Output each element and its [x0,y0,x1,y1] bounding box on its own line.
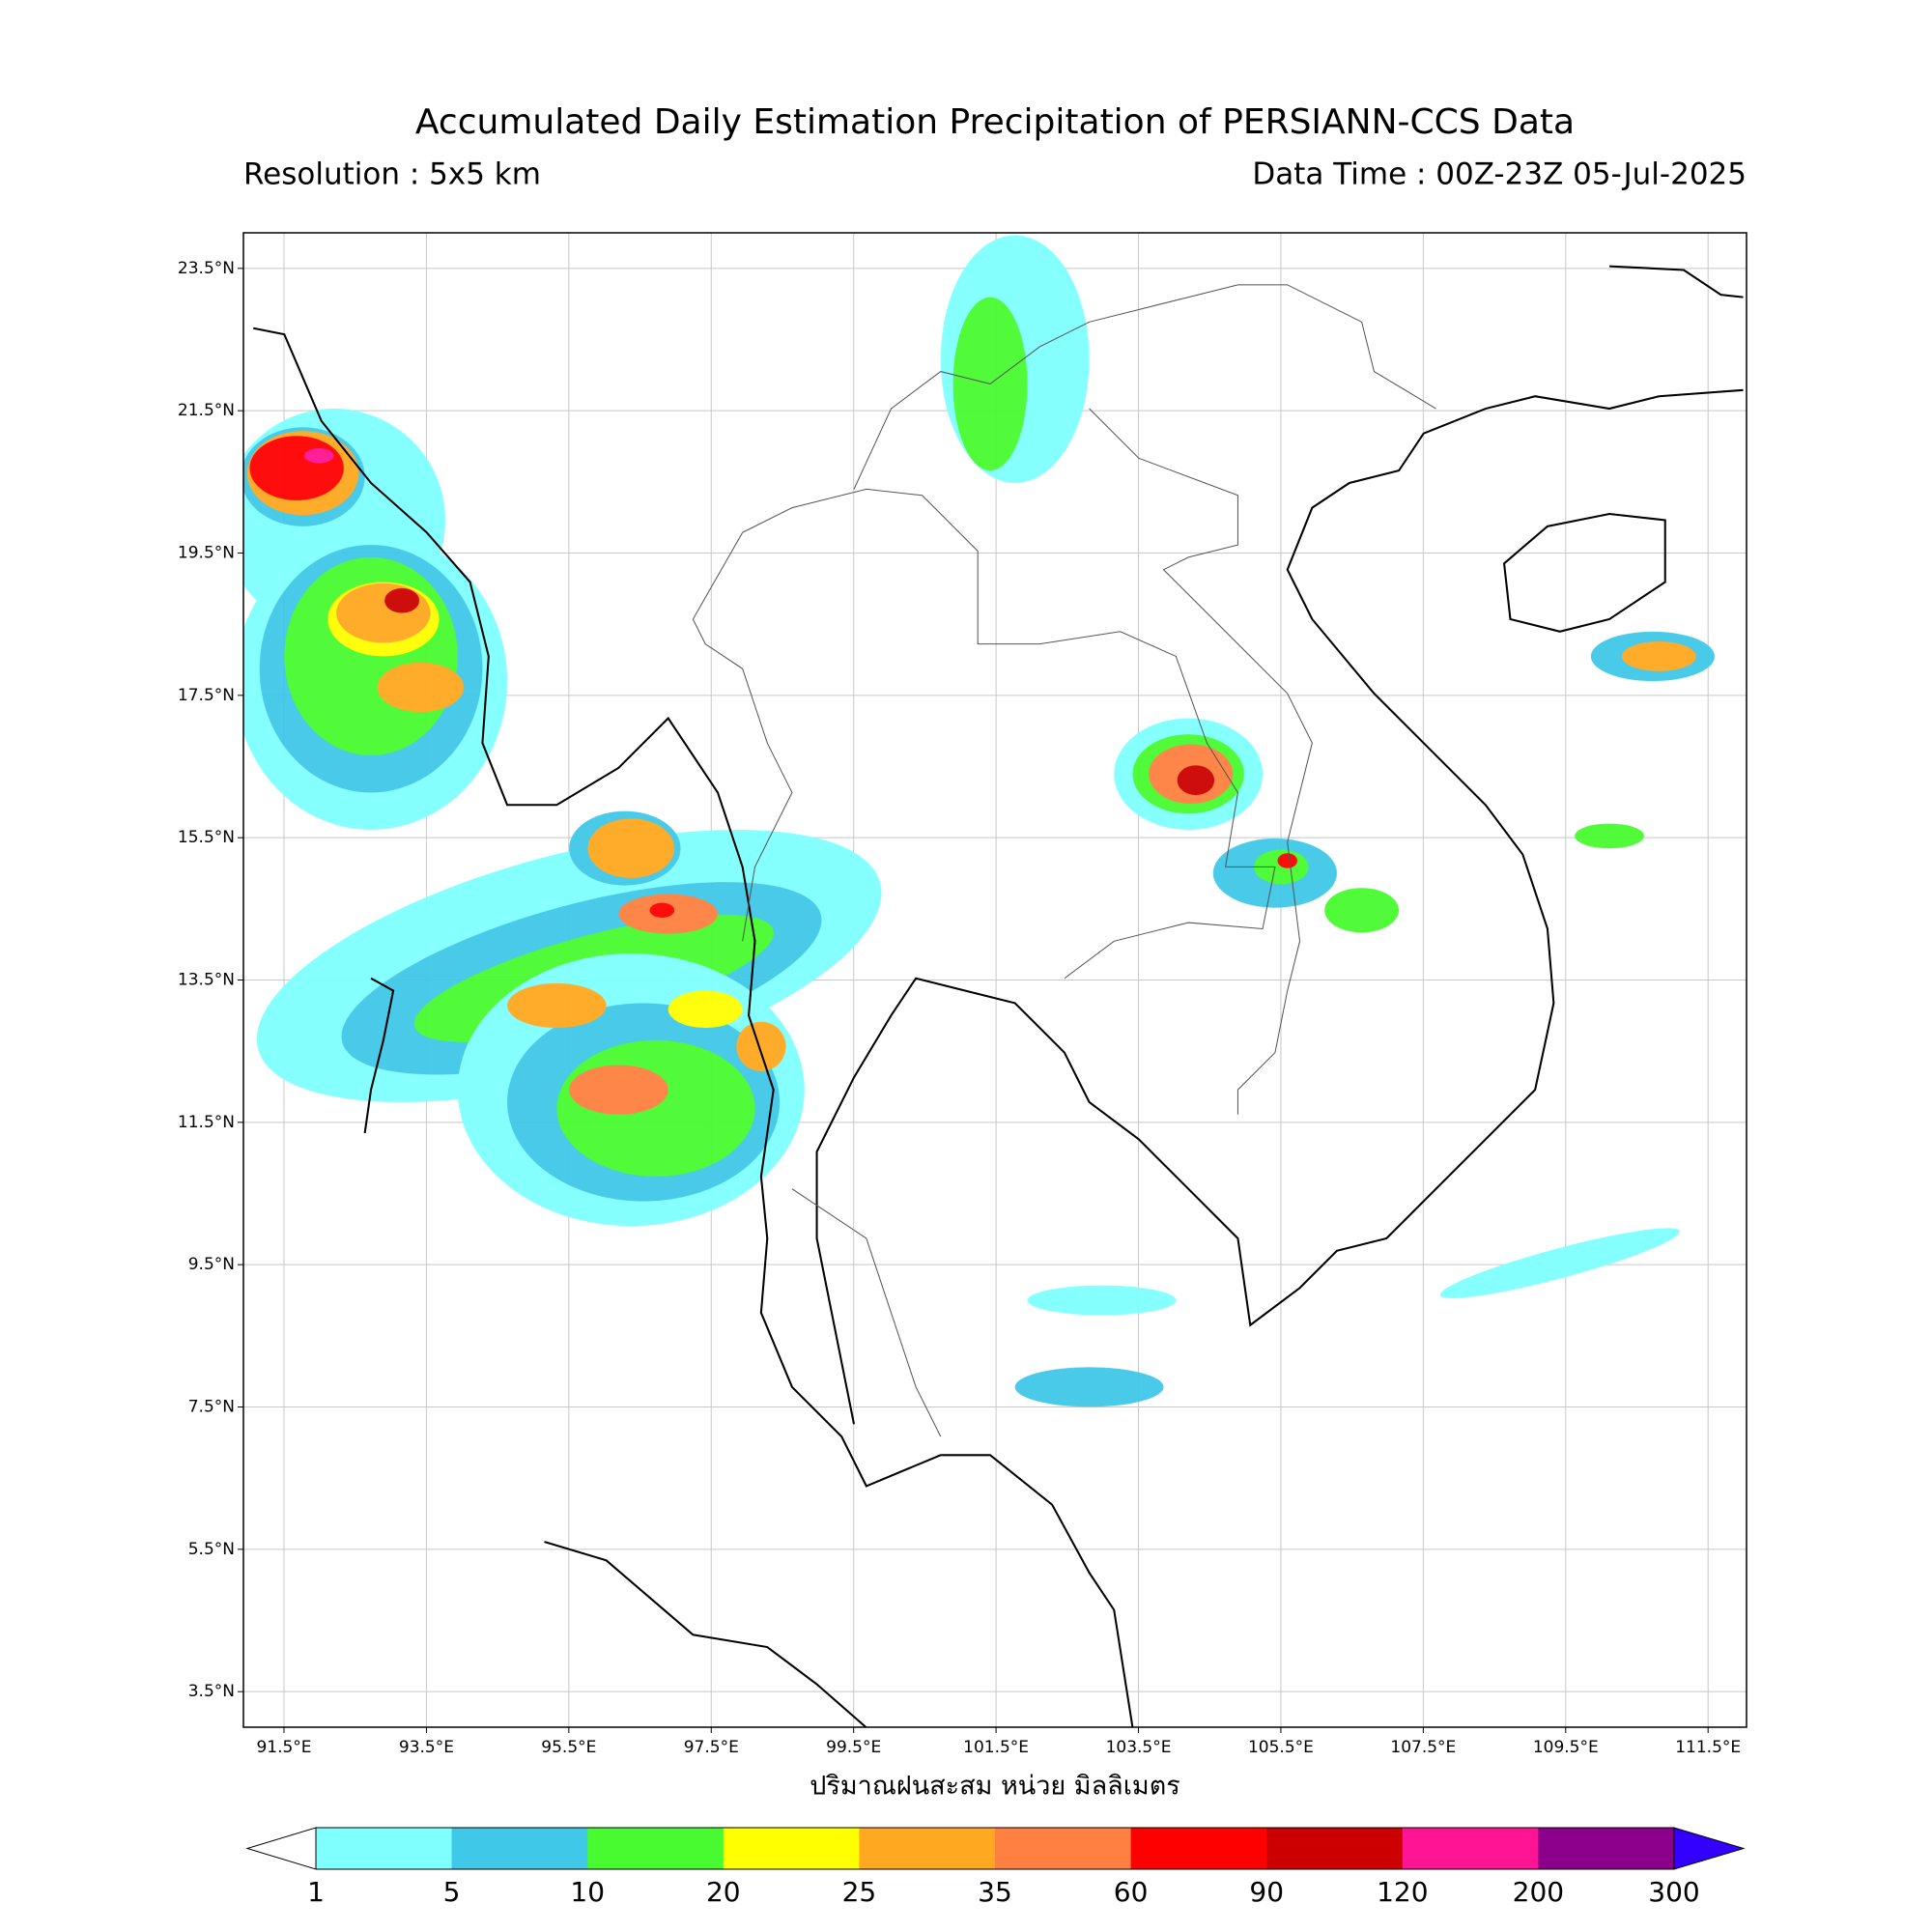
x-tick-label: 103.5°E [1106,1738,1172,1757]
colorbar-segment [859,1828,996,1869]
y-tick-label: 19.5°N [178,544,235,563]
colorbar-segment [451,1828,588,1869]
colorbar-segment [1266,1828,1404,1869]
y-tick-label: 9.5°N [188,1255,235,1274]
y-tick-label: 3.5°N [188,1682,235,1701]
colorbar-segment [1402,1828,1539,1869]
colorbar: 1 5 10 20 25 35 60 90 120 200 300 [245,1827,1746,1908]
x-tick-label: 111.5°E [1675,1738,1741,1757]
subtitle-right: Data Time : 00Z-23Z 05-Jul-2025 [1252,157,1747,192]
colorbar-label: 200 [1513,1876,1564,1908]
colorbar-label: 90 [1249,1876,1284,1908]
y-tick-label: 5.5°N [188,1540,235,1559]
y-tick-label: 11.5°N [178,1113,235,1132]
colorbar-segment [995,1828,1132,1869]
colorbar-segment [1130,1828,1267,1869]
y-tick-label: 7.5°N [188,1398,235,1417]
x-tick-label: 101.5°E [963,1738,1029,1757]
x-tick-label: 95.5°E [541,1738,596,1757]
colorbar-label: 60 [1114,1876,1149,1908]
y-tick-label: 21.5°N [178,401,235,420]
title: Accumulated Daily Estimation Precipitati… [415,102,1575,142]
x-axis-label: ปริมาณฝนสะสม หน่วย มิลลิเมตร [810,1772,1180,1802]
colorbar-segment [1538,1828,1675,1869]
colorbar-label: 1 [307,1876,325,1908]
colorbar-segment [316,1828,453,1869]
colorbar-label: 300 [1648,1876,1699,1908]
y-tick-label: 17.5°N [178,686,235,705]
colorbar-frame [315,1827,1675,1870]
colorbar-segment [587,1828,724,1869]
x-tick-label: 93.5°E [399,1738,454,1757]
colorbar-under [245,1827,317,1870]
x-tick-label: 91.5°E [256,1738,311,1757]
y-tick-label: 23.5°N [178,259,235,278]
colorbar-label: 25 [842,1876,877,1908]
colorbar-label: 10 [570,1876,605,1908]
rain-field [243,235,1716,1407]
colorbar-label: 5 [443,1876,461,1908]
y-tick-label: 13.5°N [178,971,235,990]
x-tick-label: 107.5°E [1390,1738,1456,1757]
colorbar-label: 35 [978,1876,1012,1908]
x-tick-label: 97.5°E [684,1738,739,1757]
colorbar-label: 20 [706,1876,741,1908]
colorbar-segment [723,1828,860,1869]
subtitle-left: Resolution : 5x5 km [243,157,541,192]
x-tick-label: 99.5°E [826,1738,881,1757]
x-tick-label: 109.5°E [1533,1738,1599,1757]
y-tick-label: 15.5°N [178,828,235,847]
coastlines [253,265,1744,1727]
x-tick-label: 105.5°E [1248,1738,1314,1757]
colorbar-label: 120 [1377,1876,1428,1908]
colorbar-over [1673,1827,1746,1870]
map-area [243,233,1747,1727]
